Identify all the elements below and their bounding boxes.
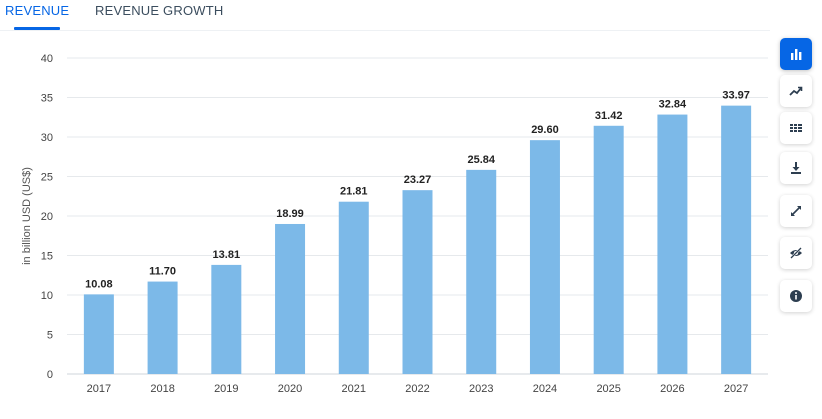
tab-bar: REVENUE REVENUE GROWTH xyxy=(0,0,770,31)
tab-revenue[interactable]: REVENUE xyxy=(5,3,70,18)
active-tab-indicator xyxy=(14,27,60,30)
line-chart-icon xyxy=(789,86,803,96)
bar-chart-icon xyxy=(791,49,802,60)
y-tick-label: 40 xyxy=(41,53,53,65)
data-label-2018: 11.70 xyxy=(149,266,176,278)
y-tick-label: 10 xyxy=(41,290,53,302)
data-label-2021: 21.81 xyxy=(340,186,368,198)
bar-2021 xyxy=(338,201,369,374)
hide-button[interactable] xyxy=(780,237,812,269)
y-tick-label: 35 xyxy=(41,93,53,105)
table-view-button[interactable] xyxy=(780,112,812,144)
data-label-2023: 25.84 xyxy=(467,154,495,166)
bar-2024 xyxy=(529,140,560,374)
y-tick-label: 5 xyxy=(47,330,53,342)
x-tick-label-2018: 2018 xyxy=(150,383,174,395)
tabs-divider xyxy=(0,30,770,31)
bar-2018 xyxy=(147,281,178,374)
x-tick-label-2020: 2020 xyxy=(278,383,302,395)
bar-2020 xyxy=(275,223,306,374)
hide-icon xyxy=(790,247,802,259)
data-label-2026: 32.84 xyxy=(659,99,687,111)
x-tick-label-2023: 2023 xyxy=(469,383,493,395)
y-tick-label: 0 xyxy=(47,369,53,381)
table-icon xyxy=(790,124,802,132)
data-label-2027: 33.97 xyxy=(722,90,750,102)
x-tick-label-2024: 2024 xyxy=(533,383,557,395)
data-label-2022: 23.27 xyxy=(404,174,432,186)
info-button[interactable] xyxy=(780,280,812,312)
tab-revenue-growth[interactable]: REVENUE GROWTH xyxy=(95,3,224,18)
y-tick-label: 20 xyxy=(41,211,53,223)
fullscreen-icon xyxy=(791,206,801,216)
data-label-2019: 13.81 xyxy=(213,249,241,261)
bar-2017 xyxy=(83,294,114,374)
fullscreen-button[interactable] xyxy=(780,195,812,227)
info-icon xyxy=(790,290,802,302)
bar-2025 xyxy=(593,125,624,374)
bar-2027 xyxy=(721,105,752,375)
download-button[interactable] xyxy=(780,152,812,184)
data-label-2025: 31.42 xyxy=(595,110,623,122)
y-axis-title: in billion USD (US$) xyxy=(21,167,33,265)
y-tick-label: 15 xyxy=(41,251,53,263)
download-icon xyxy=(791,162,801,174)
bar-2022 xyxy=(402,190,433,374)
data-label-2017: 10.08 xyxy=(85,278,113,290)
x-tick-label-2021: 2021 xyxy=(342,383,366,395)
x-tick-label-2027: 2027 xyxy=(724,383,748,395)
x-tick-label-2022: 2022 xyxy=(405,383,429,395)
y-tick-label: 25 xyxy=(41,172,53,184)
data-label-2020: 18.99 xyxy=(276,208,304,220)
bar-2019 xyxy=(211,264,242,374)
line-chart-button[interactable] xyxy=(780,75,812,107)
x-tick-label-2025: 2025 xyxy=(596,383,620,395)
y-tick-label: 30 xyxy=(41,132,53,144)
bar-2026 xyxy=(657,114,688,375)
x-tick-label-2019: 2019 xyxy=(214,383,238,395)
data-label-2024: 29.60 xyxy=(531,124,559,136)
x-tick-label-2017: 2017 xyxy=(87,383,111,395)
bar-chart-button[interactable] xyxy=(780,38,812,70)
x-tick-label-2026: 2026 xyxy=(660,383,684,395)
bar-2023 xyxy=(466,169,497,374)
